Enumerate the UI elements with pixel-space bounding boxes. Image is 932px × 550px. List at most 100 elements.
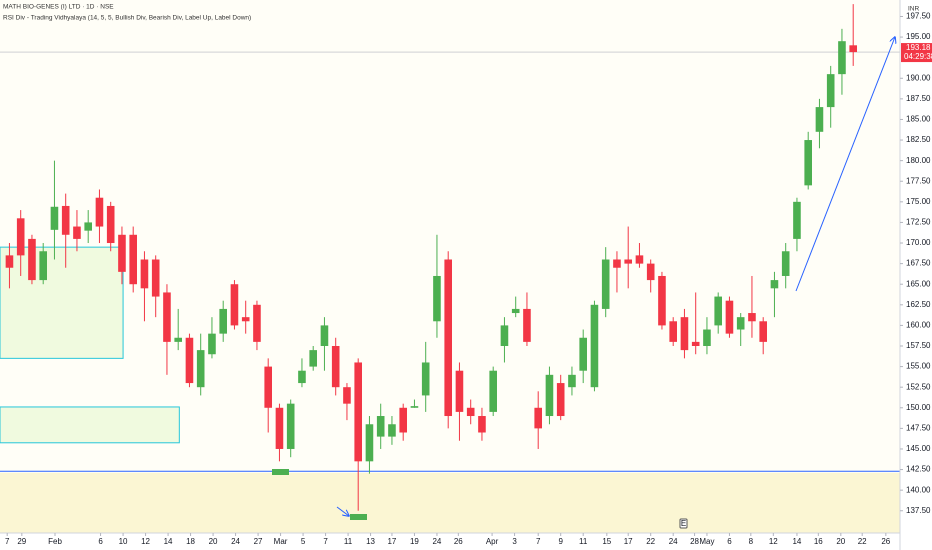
y-tick-label: 142.50 — [906, 465, 931, 474]
candle-body — [28, 238, 36, 281]
price-axis-background — [900, 0, 932, 550]
x-tick-label: Mar — [274, 537, 288, 546]
chart-title: MATH BIO-GENES (I) LTD · 1D · NSE — [3, 4, 114, 11]
x-tick-label: 10 — [119, 537, 128, 546]
x-tick-label: 19 — [410, 537, 419, 546]
time-axis-background — [0, 533, 900, 550]
candle-body — [849, 45, 857, 53]
y-tick-label: 177.50 — [906, 176, 931, 185]
candle-body — [129, 234, 137, 285]
x-tick-label: 7 — [5, 537, 10, 546]
candle-body — [298, 370, 306, 384]
candle-body — [230, 284, 239, 326]
candle-body — [658, 275, 666, 326]
y-tick-label: 180.00 — [906, 156, 931, 165]
y-tick-label: 162.50 — [906, 300, 931, 309]
indicator-title: RSI Div - Trading Vidhyalaya (14, 5, 5, … — [3, 15, 251, 22]
countdown-label: 04:29:38 — [904, 52, 932, 61]
y-tick-label: 145.00 — [906, 444, 931, 453]
x-tick-label: 7 — [536, 537, 541, 546]
candle-body — [646, 263, 655, 281]
candle-body — [770, 280, 779, 289]
x-tick-label: 29 — [17, 537, 26, 546]
x-tick-label: 15 — [602, 537, 611, 546]
candle-body — [106, 205, 115, 244]
candle-body — [455, 370, 464, 412]
x-tick-label: 14 — [164, 537, 173, 546]
x-tick-label: 9 — [558, 537, 563, 546]
candle-body — [140, 259, 149, 289]
candle-body — [466, 407, 475, 417]
y-tick-label: 140.00 — [906, 485, 931, 494]
y-tick-label: 160.00 — [906, 321, 931, 330]
candle-body — [343, 387, 351, 404]
candle-body — [680, 317, 689, 351]
y-tick-label: 175.00 — [906, 197, 931, 206]
y-tick-label: 185.00 — [906, 115, 931, 124]
candle-body — [196, 350, 205, 388]
div-label — [350, 514, 367, 520]
candle-body — [163, 292, 171, 342]
x-tick-label: 26 — [454, 537, 463, 546]
candle-body — [354, 362, 362, 462]
currency: INR — [908, 6, 920, 13]
x-tick-label: 7 — [323, 537, 328, 546]
candle-body — [736, 317, 745, 330]
candle-body — [635, 255, 644, 264]
x-tick-label: 17 — [624, 537, 633, 546]
candle-body — [478, 416, 486, 433]
x-tick-label: 3 — [512, 537, 517, 546]
candle-body — [759, 321, 767, 342]
candle-body — [73, 226, 81, 239]
candle-body — [84, 222, 92, 231]
x-tick-label: 17 — [387, 537, 396, 546]
x-tick-label: 11 — [344, 537, 353, 546]
x-tick-label: Apr — [486, 537, 499, 546]
y-tick-label: 172.50 — [906, 218, 931, 227]
candle-body — [275, 407, 284, 449]
x-tick-label: 27 — [254, 537, 263, 546]
candle-body — [703, 329, 711, 346]
candle-body — [61, 205, 70, 235]
event-marker: E — [681, 519, 686, 528]
candle-body — [433, 275, 441, 322]
candle-body — [95, 197, 104, 227]
x-tick-label: 24 — [432, 537, 441, 546]
candle-body — [568, 374, 576, 388]
candle-body — [309, 350, 317, 367]
y-tick-label: 150.00 — [906, 403, 931, 412]
trend-arrow — [795, 37, 895, 292]
last-price-box — [901, 43, 932, 63]
y-tick-label: 187.50 — [906, 94, 931, 103]
candle-body — [838, 41, 846, 75]
y-tick-label: 137.50 — [906, 506, 931, 515]
zone — [0, 246, 124, 359]
candle-body — [5, 255, 14, 268]
x-tick-label: 6 — [727, 537, 732, 546]
y-tick-label: 170.00 — [906, 238, 931, 247]
candle-body — [264, 366, 272, 408]
candle-body — [804, 140, 812, 186]
candle-body — [556, 383, 565, 417]
candle-body — [613, 259, 621, 268]
candle-body — [253, 304, 261, 342]
y-tick-label: 165.00 — [906, 279, 931, 288]
candle-body — [376, 416, 385, 437]
candle-body — [500, 325, 509, 346]
candle-body — [691, 341, 700, 346]
candle-body — [511, 308, 520, 314]
candle-body — [174, 337, 182, 342]
candle-body — [624, 259, 632, 264]
y-tick-label: 190.00 — [906, 73, 931, 82]
candle-body — [579, 337, 587, 371]
candle-body — [118, 234, 126, 272]
y-tick-label: 167.50 — [906, 259, 931, 268]
zone — [0, 406, 180, 444]
x-tick-label: 22 — [646, 537, 655, 546]
candle-body — [590, 304, 599, 388]
x-tick-label: 12 — [769, 537, 778, 546]
x-tick-label: 20 — [836, 537, 845, 546]
x-tick-label: 28 — [690, 537, 699, 546]
candle-body — [151, 259, 160, 297]
